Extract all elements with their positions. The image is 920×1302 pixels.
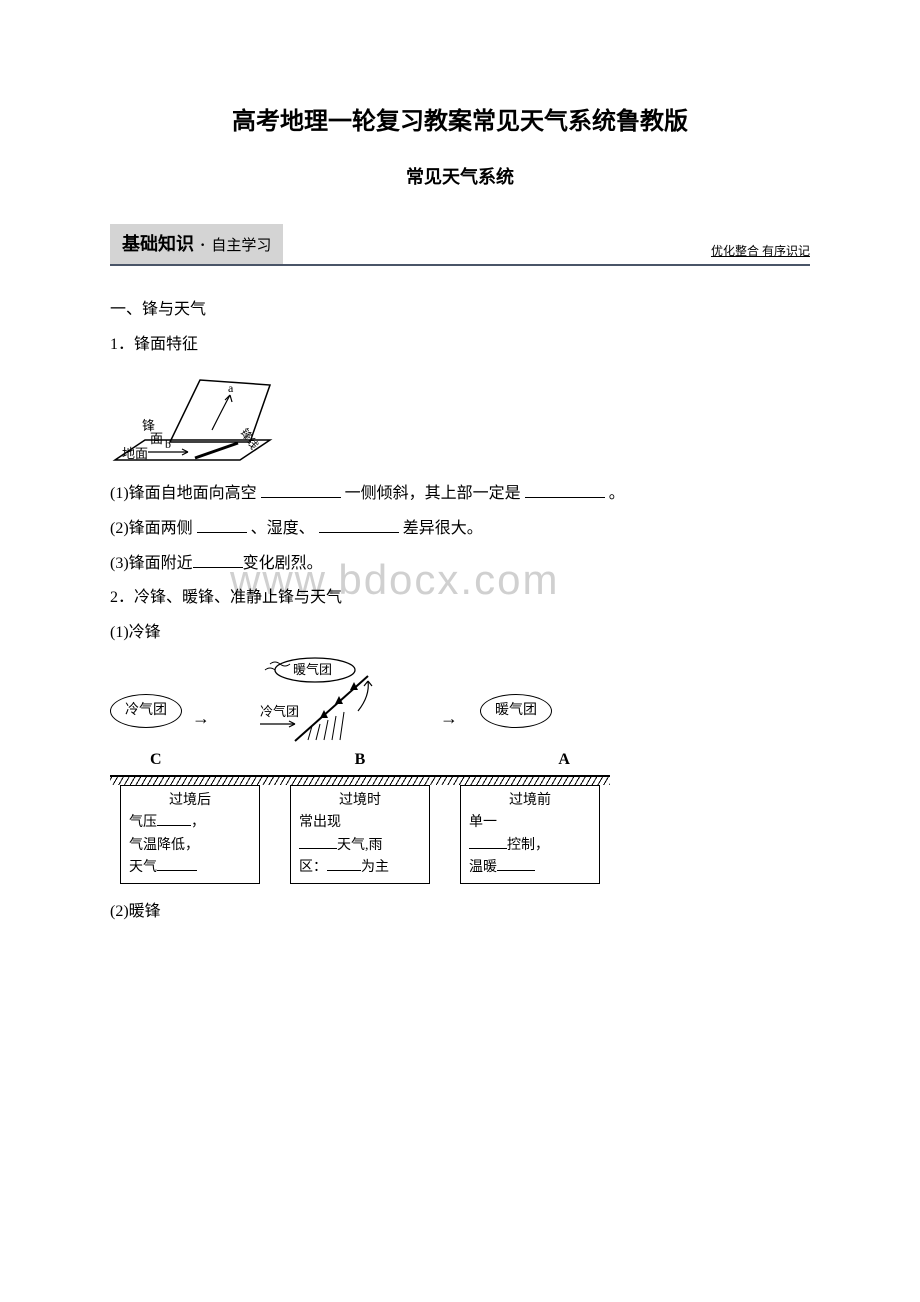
box-after: 过境后 气压， 气温降低， 天气 — [120, 785, 260, 885]
line-1-3: (3)锋面附近变化剧烈。 — [110, 550, 810, 579]
blank-field — [157, 812, 191, 826]
box-before: 过境前 单一 控制， 温暖 — [460, 785, 600, 885]
dot-icon: · — [200, 232, 205, 261]
box-during: 过境时 常出现 天气,雨 区：为主 — [290, 785, 430, 885]
ground-line — [110, 775, 610, 783]
item-1: 1．锋面特征 — [110, 331, 810, 360]
blank-field — [197, 517, 247, 533]
figure-front-surface: a b 锋 面 地面 锋线 — [110, 370, 280, 470]
heading-1: 一、锋与天气 — [110, 296, 810, 325]
arrow-right-icon: → — [192, 702, 210, 734]
section-main-label: 基础知识 — [122, 228, 194, 260]
abc-labels-row: C B A — [110, 746, 610, 775]
blank-field — [193, 552, 243, 568]
label-warm-top: 暖气团 — [293, 662, 332, 677]
sub-2-1: (1)冷锋 — [110, 619, 810, 648]
section-bar: 基础知识 · 自主学习 优化整合 有序识记 — [110, 224, 810, 267]
label-c: C — [150, 746, 162, 775]
line-1-1: (1)锋面自地面向高空 一侧倾斜，其上部一定是 。 — [110, 480, 810, 509]
cloud-warm-right: 暖气团 — [480, 694, 552, 728]
label-b: B — [355, 746, 366, 775]
info-boxes-row: 过境后 气压， 气温降低， 天气 过境时 常出现 天气,雨 区：为主 过境前 单… — [110, 785, 610, 885]
item-2: 2．冷锋、暖锋、准静止锋与天气 — [110, 584, 810, 613]
cloud-cold-left: 冷气团 — [110, 694, 182, 728]
page-title: 高考地理一轮复习教案常见天气系统鲁教版 — [110, 100, 810, 143]
blank-field — [327, 857, 361, 871]
blank-field — [469, 835, 507, 849]
blank-field — [261, 482, 341, 498]
label-a: A — [558, 746, 570, 775]
blank-field — [319, 517, 399, 533]
label-dimian: 地面 — [122, 446, 148, 461]
page-subtitle: 常见天气系统 — [110, 161, 810, 193]
blank-field — [497, 857, 535, 871]
sub-2-2: (2)暖锋 — [110, 898, 810, 927]
section-right-label: 优化整合 有序识记 — [711, 241, 810, 265]
blank-field — [299, 835, 337, 849]
figure-cold-front: 冷气团 → 暖气团 — [110, 656, 610, 884]
label-cold-center: 冷气团 — [260, 704, 299, 719]
label-b: b — [165, 437, 171, 451]
blank-field — [157, 857, 197, 871]
section-bar-left: 基础知识 · 自主学习 — [110, 224, 283, 265]
line-1-2: (2)锋面两侧 、湿度、 差异很大。 — [110, 515, 810, 544]
section-sub-label: 自主学习 — [211, 233, 271, 260]
arrow-right-icon: → — [440, 702, 458, 734]
label-mian: 面 — [150, 431, 163, 446]
label-a: a — [228, 381, 234, 395]
blank-field — [525, 482, 605, 498]
